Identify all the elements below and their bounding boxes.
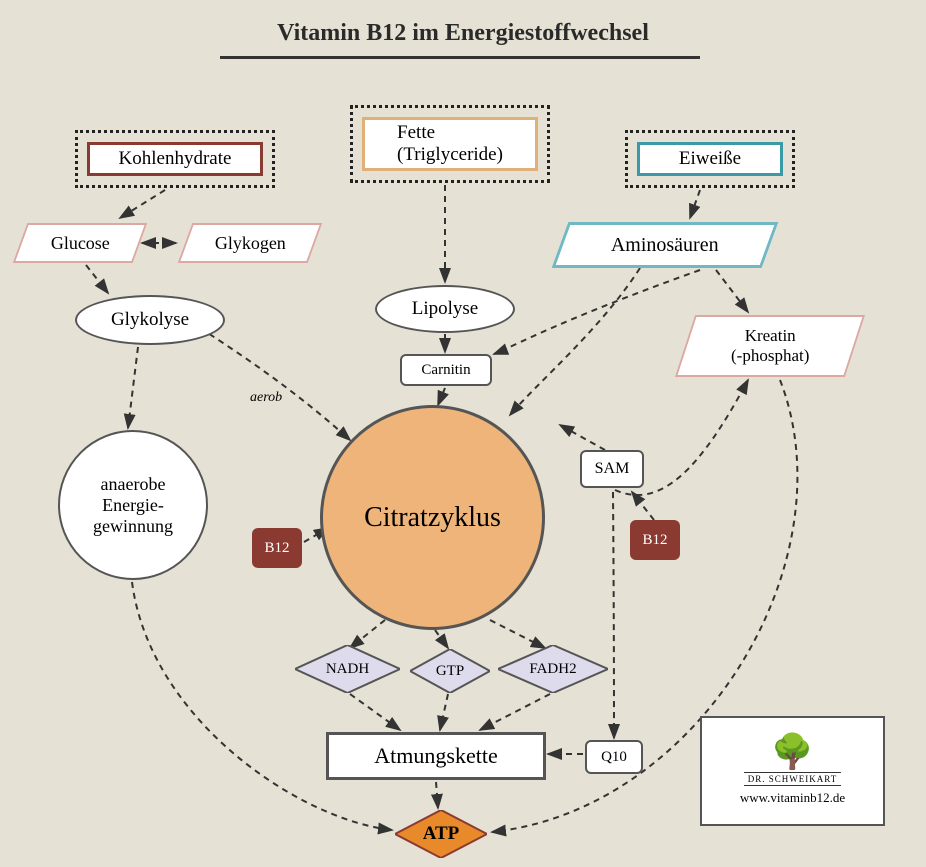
edge <box>86 265 108 293</box>
node-eiweisse: Eiweiße <box>625 130 795 188</box>
edge <box>490 620 545 648</box>
node-citrat: Citratzyklus <box>320 405 545 630</box>
edge <box>436 782 438 808</box>
node-b12_left: B12 <box>252 528 302 568</box>
edge <box>716 270 748 312</box>
branding-name: DR. SCHWEIKART <box>744 772 841 786</box>
page-title: Vitamin B12 im Energiestoffwechsel <box>0 20 926 47</box>
edge <box>480 694 550 730</box>
edge-label-aerob: aerob <box>250 390 282 406</box>
node-kohlenhydrate: Kohlenhydrate <box>75 130 275 188</box>
edge <box>510 268 640 415</box>
node-glykogen: Glykogen <box>178 223 323 263</box>
node-anaerob: anaerobe Energie- gewinnung <box>58 430 208 580</box>
tree-icon: 🌳 <box>771 736 813 770</box>
node-atmung: Atmungskette <box>326 732 546 780</box>
edge <box>440 694 448 730</box>
node-carnitin: Carnitin <box>400 354 492 386</box>
edge <box>350 694 400 730</box>
edge <box>494 270 700 354</box>
node-kreatin: Kreatin (-phosphat) <box>675 315 865 377</box>
edge <box>120 190 165 218</box>
branding-box: 🌳 DR. SCHWEIKART www.vitaminb12.de <box>700 716 885 826</box>
node-sam: SAM <box>580 450 644 488</box>
node-atp: ATP <box>395 810 487 858</box>
node-q10: Q10 <box>585 740 643 774</box>
node-gtp: GTP <box>410 649 490 693</box>
node-glykolyse: Glykolyse <box>75 295 225 345</box>
node-fadh2: FADH2 <box>498 645 608 693</box>
edge <box>350 620 385 648</box>
node-aminos: Aminosäuren <box>552 222 779 268</box>
edge <box>435 630 448 648</box>
edge <box>200 328 350 440</box>
node-nadh: NADH <box>295 645 400 693</box>
edge <box>613 492 614 738</box>
edge <box>438 388 445 405</box>
title-rule <box>220 56 700 59</box>
node-b12_right: B12 <box>630 520 680 560</box>
edge <box>690 190 700 218</box>
node-glucose: Glucose <box>13 223 148 263</box>
node-lipolyse: Lipolyse <box>375 285 515 333</box>
edge <box>560 425 605 450</box>
edge <box>128 347 138 428</box>
edge <box>132 582 392 830</box>
node-fette: Fette (Triglyceride) <box>350 105 550 183</box>
branding-url: www.vitaminb12.de <box>740 790 845 806</box>
edge <box>632 492 654 520</box>
